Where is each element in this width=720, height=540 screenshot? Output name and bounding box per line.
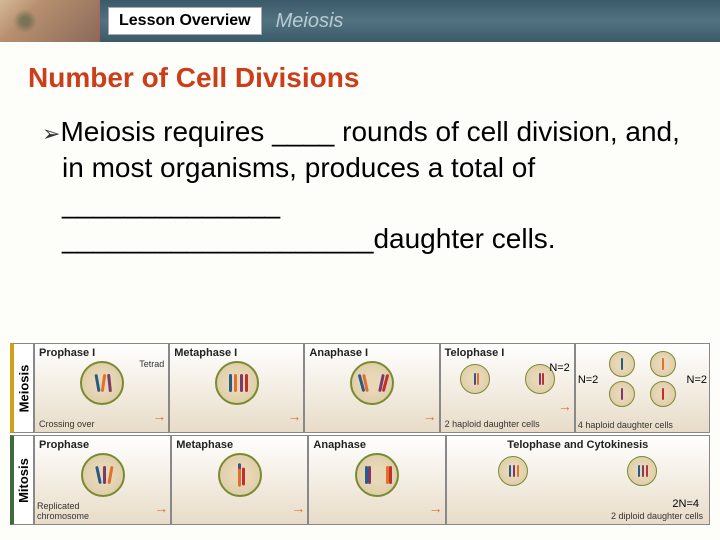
note-tetrad: Tetrad [139,360,164,370]
cell-circle [350,361,394,405]
caption: 4 haploid daughter cells [578,421,711,431]
chromosome-icon [642,465,644,477]
panel-metaphase: Metaphase → [171,435,308,525]
caption: 2 diploid daughter cells [611,512,703,522]
cell-circle [498,456,528,486]
n-label: N=2 [549,362,570,374]
bullet-prefix: Meiosis requires [60,116,272,147]
phase-title: Metaphase I [174,347,299,359]
chromosome-icon [662,388,664,400]
phase-title: Prophase I [39,347,164,359]
meiosis-row: Meiosis Prophase I Tetrad Crossing over … [10,343,710,433]
two-cells [451,454,705,486]
arrow-right-icon: → [287,408,301,424]
arrow-right-icon: → [558,398,572,414]
bullet-blank-2: ______________ ____________________ [62,188,373,255]
phase-title: Metaphase [176,439,303,451]
cell-circle [627,456,657,486]
chromosome-icon [517,465,519,477]
chromosome-icon [229,374,232,392]
chromosome-icon [245,374,248,392]
bullet-suffix: daughter cells. [373,223,555,254]
panel-telophase-cytokinesis: Telophase and Cytokinesis 2N=4 2 diploid… [446,435,710,525]
chromosome-icon [242,467,245,485]
chromosome-icon [621,358,623,370]
mitosis-row: Mitosis Prophase Replicated chromosome →… [10,435,710,525]
chromosome-icon [474,373,476,385]
n-label: N=2 [687,374,708,386]
chromosome-icon [103,466,106,484]
mitosis-label-text: Mitosis [16,458,31,503]
chromosome-icon [477,373,479,385]
header-bar: Lesson Overview Meiosis [0,0,720,42]
chromosome-icon [107,374,112,392]
cell-circle [80,361,124,405]
n-label: 2N=4 [672,498,699,510]
chromosome-icon [513,465,515,477]
lesson-overview-label: Lesson Overview [108,7,262,35]
chromosome-icon [542,373,544,385]
panel-meiosis-final: N=2 N=2 4 haploid daughter cells [575,343,710,433]
mitosis-panels: Prophase Replicated chromosome → Metapha… [34,435,710,525]
chromosome-icon [100,374,105,392]
panel-telophase-i: Telophase I N=2 2 haploid daughter cells… [440,343,575,433]
cell-circle [650,351,676,377]
four-cells [602,349,682,407]
phase-title: Telophase and Cytokinesis [451,439,705,451]
cell-circle [460,364,490,394]
diagram-area: Meiosis Prophase I Tetrad Crossing over … [10,343,710,528]
note-crossing-over: Crossing over [39,420,95,430]
arrow-right-icon: → [154,500,168,516]
phase-title: Prophase [39,439,166,451]
arrow-right-icon: → [429,500,443,516]
chromosome-icon [539,373,541,385]
bullet-blank-1: ____ [272,116,334,147]
cell-circle [218,453,262,497]
chromosome-icon [95,466,102,484]
panel-anaphase-i: Anaphase I → [304,343,439,433]
note-replicated: Replicated chromosome [37,502,107,522]
mitosis-side-label: Mitosis [10,435,34,525]
phase-title: Anaphase I [309,347,434,359]
meiosis-side-label: Meiosis [10,343,34,433]
chromosome-icon [368,466,371,484]
meiosis-panels: Prophase I Tetrad Crossing over → Metaph… [34,343,710,433]
cell-circle [650,381,676,407]
arrow-right-icon: → [152,408,166,424]
content-area: Number of Cell Divisions ➢Meiosis requir… [0,42,720,267]
meiosis-label-text: Meiosis [16,364,31,412]
panel-anaphase: Anaphase → [308,435,445,525]
cell-circle [215,361,259,405]
chromosome-icon [238,469,241,487]
panel-prophase: Prophase Replicated chromosome → [34,435,171,525]
phase-title: Anaphase [313,439,440,451]
bullet-arrow-icon: ➢ [42,121,60,146]
chromosome-icon [389,466,392,484]
arrow-right-icon: → [291,500,305,516]
cell-circle [609,381,635,407]
section-title: Number of Cell Divisions [28,62,692,94]
chromosome-icon [94,374,100,392]
header-decorative-image [0,0,100,42]
chromosome-icon [509,465,511,477]
cell-circle [81,453,125,497]
topic-title: Meiosis [276,10,344,33]
cell-circle [609,351,635,377]
chromosome-icon [234,374,237,392]
caption: 2 haploid daughter cells [445,420,578,430]
chromosome-icon [240,374,243,392]
chromosome-icon [621,388,623,400]
phase-title: Telophase I [445,347,570,359]
chromosome-icon [662,358,664,370]
n-label: N=2 [578,374,599,386]
chromosome-icon [638,465,640,477]
arrow-right-icon: → [423,408,437,424]
chromosome-icon [646,465,648,477]
chromosome-icon [107,466,113,484]
cell-circle [355,453,399,497]
panel-prophase-i: Prophase I Tetrad Crossing over → [34,343,169,433]
bullet-text: ➢Meiosis requires ____ rounds of cell di… [28,114,692,257]
panel-metaphase-i: Metaphase I → [169,343,304,433]
